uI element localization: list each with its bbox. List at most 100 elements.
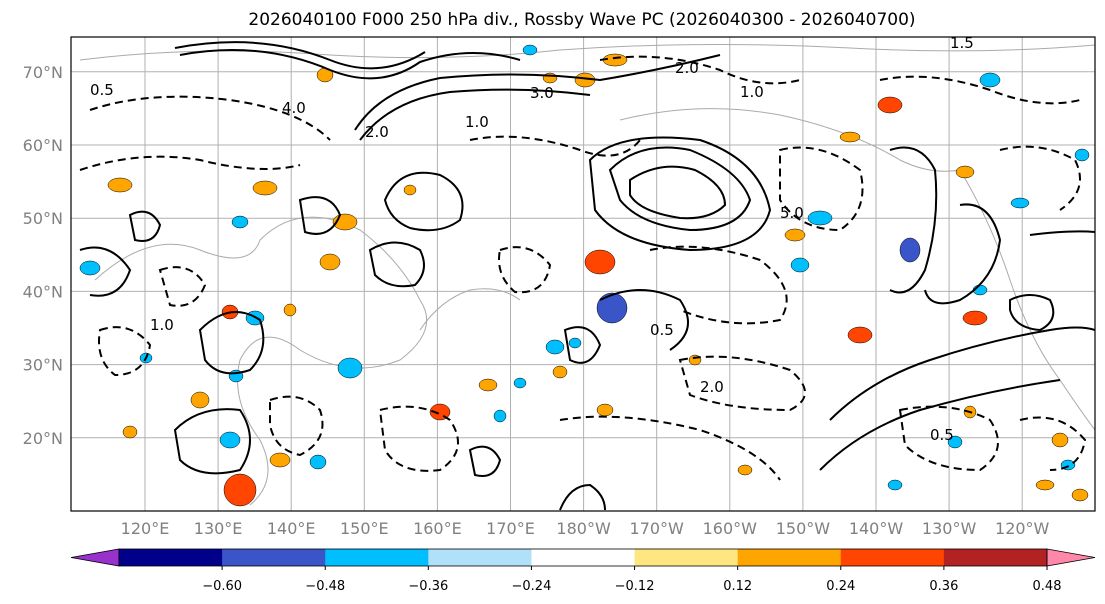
coastline-north-america [959, 169, 1095, 431]
contour-solid [179, 49, 521, 80]
longitude-label: 150°W [776, 519, 831, 538]
divergence-shaded-cell [596, 292, 628, 324]
divergence-shaded-cell [219, 431, 241, 449]
coastline-japan [419, 288, 521, 331]
longitude-label: 160°E [413, 519, 462, 538]
contour-solid [889, 146, 938, 294]
latitude-label: 40°N [23, 282, 63, 301]
contour-dashed [898, 405, 999, 472]
colorbar-segment [325, 549, 429, 566]
divergence-shaded-cell [252, 180, 278, 196]
contour-solid [79, 246, 132, 297]
divergence-shading [79, 44, 1090, 507]
divergence-shaded-cell [122, 425, 138, 439]
colorbar-segment [222, 549, 326, 566]
contour-dashed [498, 246, 552, 294]
contour-solid [198, 311, 265, 375]
latitude-label: 70°N [23, 63, 63, 82]
colorbar-tick-label: −0.12 [615, 579, 655, 594]
divergence-shaded-cell [962, 310, 988, 326]
longitude-label: 120°W [995, 519, 1050, 538]
divergence-shaded-cell [847, 326, 873, 344]
divergence-shaded-cell [737, 464, 753, 476]
contour-solid [468, 445, 502, 477]
contour-label: 1.5 [950, 34, 974, 52]
contour-solid [924, 203, 1002, 305]
colorbar-tick-label: 0.36 [929, 579, 958, 594]
contour-label: 1.0 [740, 83, 764, 101]
divergence-shaded-cell [955, 165, 975, 179]
contour-dashed [79, 155, 301, 171]
colorbar-segment [737, 549, 842, 566]
contour-solid [354, 54, 721, 131]
contour-label: 5.0 [780, 204, 804, 222]
divergence-shaded-cell [784, 228, 806, 242]
latitude-label: 30°N [23, 356, 63, 375]
divergence-shaded-cell [877, 96, 903, 114]
contour-dashed [469, 135, 641, 157]
divergence-shaded-cell [337, 357, 363, 379]
colorbar: −0.60 −0.48 −0.36 −0.24 −0.12 0.12 0.24 0.36 0.4… [70, 548, 1096, 594]
divergence-shaded-cell [522, 44, 538, 56]
colorbar-segment [634, 549, 739, 566]
divergence-shaded-cell [1074, 148, 1090, 162]
latitude-label: 20°N [23, 429, 63, 448]
divergence-shaded-cell [190, 391, 210, 409]
figure-title: 2026040100 F000 250 hPa div., Rossby Wav… [248, 10, 915, 30]
contour-label: 0.5 [930, 426, 954, 444]
divergence-shaded-cell [584, 249, 616, 275]
divergence-shaded-cell [596, 403, 614, 417]
divergence-shaded-cell [79, 260, 101, 276]
contour-label: 2.0 [675, 59, 699, 77]
divergence-shaded-cell [568, 337, 582, 349]
divergence-shaded-cell [1051, 432, 1069, 448]
contour-label: 1.0 [150, 316, 174, 334]
longitude-label: 160°W [703, 519, 758, 538]
longitude-label: 120°E [121, 519, 170, 538]
divergence-shaded-cell [403, 184, 417, 196]
contour-solid [298, 196, 342, 235]
divergence-shaded-cell [979, 72, 1001, 88]
contour-lines [79, 41, 1095, 511]
latitude-label: 60°N [23, 136, 63, 155]
divergence-shaded-cell [223, 473, 257, 507]
map-frame [70, 36, 1096, 512]
colorbar-tick-label: 0.24 [826, 579, 855, 594]
colorbar-segment [943, 549, 1048, 566]
colorbar-segment [840, 549, 945, 566]
divergence-shaded-cell [899, 237, 921, 263]
longitude-label: 180°W [556, 519, 611, 538]
colorbar-segment [119, 549, 223, 566]
colorbar-tick-label: −0.60 [202, 579, 242, 594]
contour-solid [559, 483, 606, 511]
contour-solid [174, 41, 426, 70]
contour-label: 2.0 [700, 378, 724, 396]
graticule [71, 37, 1095, 511]
contour-label: 0.5 [650, 321, 674, 339]
colorbar-extend-low [70, 548, 120, 567]
contour-labels: 3.0 2.0 1.0 0.5 4.0 5.0 1.0 0.5 2.0 1.0 … [90, 34, 974, 444]
divergence-shaded-cell [309, 454, 327, 470]
divergence-shaded-cell [887, 479, 903, 491]
divergence-shaded-cell [1035, 479, 1055, 491]
contour-dashed [599, 55, 801, 85]
longitude-label: 130°E [194, 519, 243, 538]
longitude-label: 170°E [486, 519, 535, 538]
contour-dashed [559, 415, 781, 481]
contour-solid [608, 146, 752, 232]
divergence-shaded-cell [319, 253, 341, 271]
contour-solid [819, 379, 1061, 471]
divergence-shaded-cell [807, 210, 833, 226]
longitude-labels: 120°E 130°E 140°E 150°E 160°E 170°E 180°W 170°W… [121, 519, 1050, 538]
longitude-label: 130°W [922, 519, 977, 538]
divergence-shaded-cell [231, 215, 249, 229]
contour-dashed [269, 395, 324, 457]
contour-dashed [89, 95, 331, 141]
contour-label: 3.0 [530, 84, 554, 102]
contour-dashed [879, 75, 1081, 105]
contour-label: 4.0 [282, 99, 306, 117]
divergence-shaded-cell [1071, 488, 1089, 502]
colorbar-segment [531, 549, 636, 566]
contour-dashed [649, 245, 788, 325]
